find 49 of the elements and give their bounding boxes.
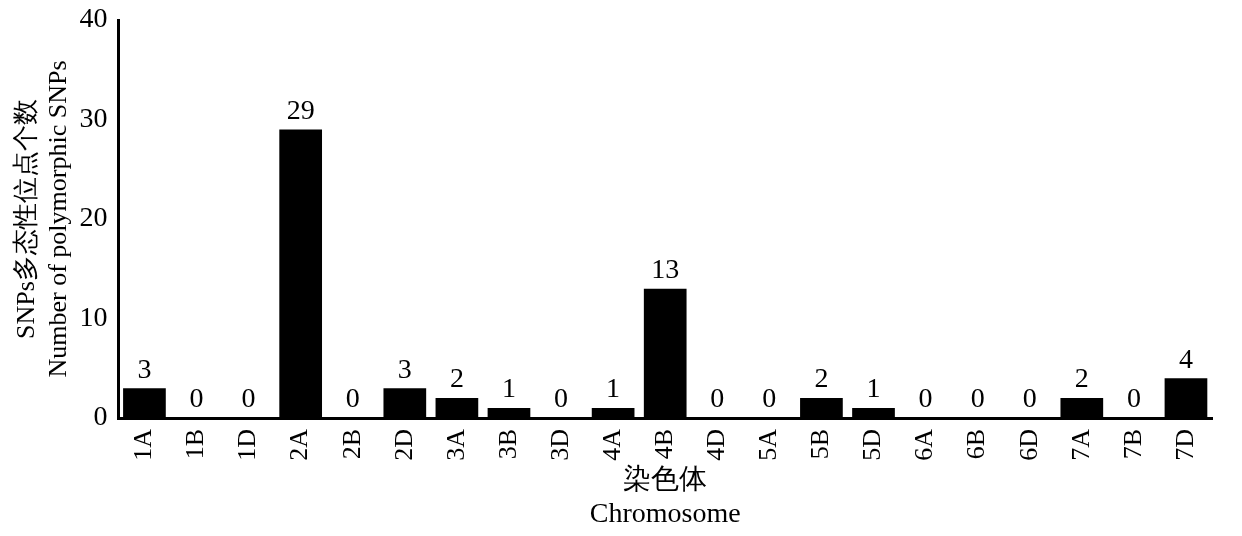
y-tick-label: 0 [93, 400, 108, 432]
data-label: 4 [1178, 342, 1193, 374]
data-label: 0 [345, 382, 360, 414]
x-tick-label: 3B [492, 429, 522, 460]
data-label: 0 [1126, 382, 1141, 414]
x-tick-label: 1A [128, 428, 158, 461]
data-label: 3 [137, 352, 152, 384]
x-tick-label: 3A [440, 428, 470, 461]
x-tick-label: 5D [857, 429, 887, 461]
x-tick-label: 1D [232, 429, 262, 461]
data-label: 0 [1022, 382, 1037, 414]
x-tick-label: 4B [649, 429, 679, 460]
x-tick-label: 5B [805, 429, 835, 460]
x-tick-label: 7B [1117, 429, 1147, 460]
data-label: 3 [397, 352, 412, 384]
data-label: 0 [762, 382, 777, 414]
data-label: 1 [501, 372, 516, 404]
x-tick-label: 6B [961, 429, 991, 460]
y-tick-label: 20 [79, 201, 108, 233]
x-tick-label: 4D [701, 429, 731, 461]
x-tick-label: 5A [753, 428, 783, 461]
x-tick-label: 7A [1065, 428, 1095, 461]
y-tick-label: 30 [79, 101, 108, 133]
x-tick-label: 7D [1169, 429, 1199, 461]
data-label: 0 [189, 382, 204, 414]
x-tick-label: 1B [180, 429, 210, 460]
x-tick-label: 2A [284, 428, 314, 461]
y-axis-title: SNPs多态性位点个数 Number of polymorphic SNPs [11, 60, 72, 378]
data-label: 0 [918, 382, 933, 414]
x-tick-label: 6D [1013, 429, 1043, 461]
y-tick-label: 10 [79, 300, 108, 332]
data-label: 2 [814, 362, 829, 394]
data-label: 0 [970, 382, 985, 414]
x-tick-label: 6A [909, 428, 939, 461]
x-tick-label: 2B [336, 429, 366, 460]
x-tick-label: 2D [388, 429, 418, 461]
data-label: 1 [866, 372, 881, 404]
data-label: 2 [1074, 362, 1089, 394]
data-label: 13 [651, 253, 680, 285]
data-label: 0 [554, 382, 569, 414]
y-tick-label: 40 [79, 2, 108, 34]
data-label: 2 [449, 362, 464, 394]
data-label: 1 [606, 372, 621, 404]
x-tick-label: 3D [544, 429, 574, 461]
data-label: 29 [286, 93, 315, 125]
data-label: 0 [710, 382, 725, 414]
x-axis-title: 染色体 Chromosome [589, 462, 741, 528]
x-tick-label: 4A [596, 428, 626, 461]
data-label: 0 [241, 382, 256, 414]
